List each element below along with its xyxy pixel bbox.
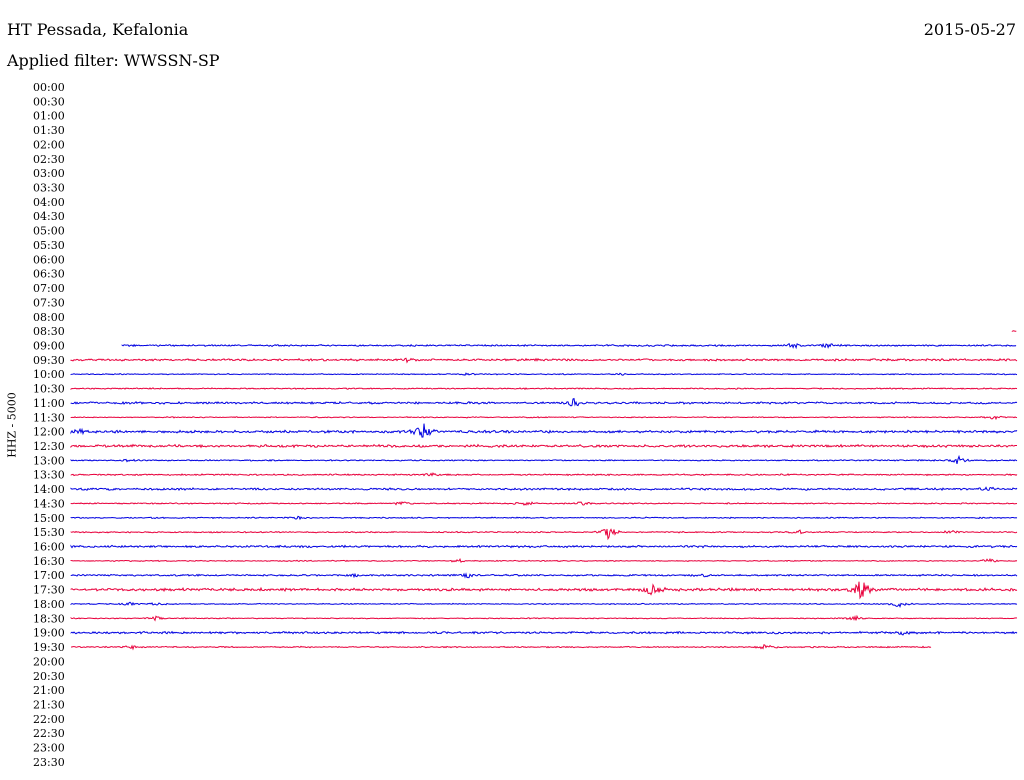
trace-1630: [70, 557, 1018, 563]
row-label: 04:00: [33, 196, 65, 209]
row-label: 20:30: [33, 670, 65, 683]
row-label: 12:30: [33, 440, 65, 453]
row-label: 06:30: [33, 268, 65, 281]
row-label: 11:00: [33, 397, 65, 410]
trace-1600: [70, 544, 1018, 549]
trace-1700: [70, 572, 1018, 579]
trace-0830: [1011, 330, 1017, 332]
trace-1400: [70, 486, 1018, 492]
row-label: 08:00: [33, 311, 65, 324]
row-label: 11:30: [33, 411, 65, 424]
row-label: 05:30: [33, 239, 65, 252]
station-title: HT Pessada, Kefalonia: [7, 20, 189, 39]
row-label: 23:00: [33, 742, 65, 755]
trace-1900: [70, 630, 1018, 636]
row-label: 05:00: [33, 225, 65, 238]
row-label: 00:30: [33, 95, 65, 108]
trace-0900: [121, 342, 1017, 350]
trace-1500: [70, 515, 1018, 521]
row-label: 07:30: [33, 296, 65, 309]
row-label: 14:00: [33, 483, 65, 496]
row-label: 01:00: [33, 110, 65, 123]
row-label: 13:00: [33, 454, 65, 467]
trace-1930: [71, 643, 932, 651]
row-label: 01:30: [33, 124, 65, 137]
trace-1030: [70, 387, 1018, 391]
row-label: 17:30: [33, 584, 65, 597]
row-label: 09:00: [33, 339, 65, 352]
trace-1530: [70, 528, 1018, 541]
trace-1800: [70, 601, 1018, 608]
row-label: 00:00: [33, 81, 65, 94]
seismic-traces: [70, 330, 1018, 651]
row-label: 08:30: [33, 325, 65, 338]
trace-1730: [70, 581, 1018, 600]
row-label: 13:30: [33, 469, 65, 482]
row-label: 02:00: [33, 138, 65, 151]
row-label: 07:00: [33, 282, 65, 295]
row-label: 02:30: [33, 153, 65, 166]
row-label: 16:30: [33, 555, 65, 568]
trace-1430: [70, 501, 1018, 506]
row-label: 10:30: [33, 383, 65, 396]
row-label: 17:00: [33, 569, 65, 582]
row-label: 22:00: [33, 713, 65, 726]
row-label: 06:00: [33, 253, 65, 266]
row-label: 22:30: [33, 727, 65, 740]
row-label: 15:00: [33, 512, 65, 525]
row-label: 04:30: [33, 210, 65, 223]
row-label: 18:30: [33, 612, 65, 625]
row-label: 10:00: [33, 368, 65, 381]
row-label: 23:30: [33, 756, 65, 769]
filter-label: Applied filter: WWSSN-SP: [7, 51, 220, 70]
row-label: 16:00: [33, 541, 65, 554]
trace-1130: [70, 415, 1018, 421]
row-label: 20:00: [33, 655, 65, 668]
trace-1230: [70, 443, 1017, 449]
trace-0930: [70, 357, 1018, 364]
trace-1830: [70, 614, 1018, 622]
trace-1100: [70, 397, 1018, 407]
row-label: 15:30: [33, 526, 65, 539]
trace-1000: [70, 372, 1018, 376]
trace-1330: [70, 472, 1018, 477]
row-label: 21:30: [33, 698, 65, 711]
row-label: 14:30: [33, 497, 65, 510]
row-label: 21:00: [33, 684, 65, 697]
trace-1300: [70, 454, 1018, 465]
row-label: 19:00: [33, 627, 65, 640]
row-label: 19:30: [33, 641, 65, 654]
row-label: 18:00: [33, 598, 65, 611]
row-label: 09:30: [33, 354, 65, 367]
row-label: 03:00: [33, 167, 65, 180]
row-label: 03:30: [33, 182, 65, 195]
trace-1200: [70, 423, 1018, 438]
row-label: 12:00: [33, 426, 65, 439]
date-label: 2015-05-27: [923, 20, 1016, 39]
